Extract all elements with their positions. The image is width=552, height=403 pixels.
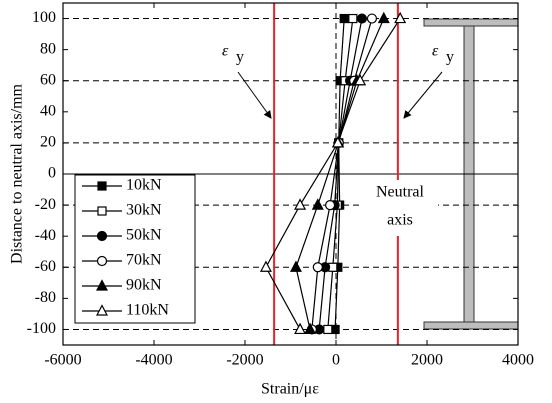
yield-label-subscript: y xyxy=(446,49,454,66)
legend-marker xyxy=(96,255,108,267)
legend-label: 50kN xyxy=(126,227,162,244)
marker xyxy=(366,13,378,24)
yield-label-symbol: ε xyxy=(222,43,229,60)
legend-label: 70kN xyxy=(126,252,162,269)
annotation: axis xyxy=(387,212,413,229)
series-line xyxy=(295,18,385,330)
legend-marker xyxy=(97,181,107,191)
marker xyxy=(311,198,324,210)
y-tick-label: 20 xyxy=(40,134,56,151)
series-line xyxy=(327,18,354,330)
arrow xyxy=(237,71,272,119)
marker xyxy=(354,73,367,86)
y-tick-label: -60 xyxy=(35,258,56,275)
y-tick-label: 80 xyxy=(40,40,56,57)
legend: 10kN 30kN 50kN 70kN 90kN 110kN xyxy=(74,174,196,324)
marker xyxy=(289,260,302,272)
marker xyxy=(324,199,336,211)
x-axis-label: Strain/με xyxy=(261,381,319,398)
marker xyxy=(259,260,272,272)
marker xyxy=(294,322,307,335)
annotation-bg xyxy=(362,180,438,236)
y-tick-label: -100 xyxy=(27,320,56,337)
series-line xyxy=(265,18,401,330)
y-tick-label: -40 xyxy=(35,227,56,244)
yield-label-symbol: ε xyxy=(432,43,439,60)
arrow xyxy=(403,71,443,119)
x-tick-label: -4000 xyxy=(135,352,172,369)
legend-marker xyxy=(97,206,107,216)
y-tick-label: 100 xyxy=(32,9,56,26)
series-line xyxy=(311,18,373,330)
x-tick-label: 0 xyxy=(332,352,340,369)
legend-marker xyxy=(96,279,108,291)
marker xyxy=(323,324,333,335)
plot-area xyxy=(63,3,518,345)
legend-label: 90kN xyxy=(126,277,162,294)
marker xyxy=(294,198,307,210)
legend-marker xyxy=(96,304,108,316)
marker xyxy=(339,13,349,24)
x-tick-label: 2000 xyxy=(411,352,443,369)
y-tick-label: -80 xyxy=(35,289,56,306)
y-tick-label: 0 xyxy=(48,165,56,182)
marker xyxy=(312,262,323,273)
series-line xyxy=(334,18,345,330)
legend-label: 10kN xyxy=(126,177,162,194)
y-tick-label: 60 xyxy=(40,71,56,88)
marker xyxy=(304,322,317,335)
yield-label-subscript: y xyxy=(236,49,244,66)
y-axis-label: Distance to neutral axis/mm xyxy=(9,83,26,264)
y-tick-label: 40 xyxy=(40,102,56,119)
marker xyxy=(377,11,390,24)
legend-label: 30kN xyxy=(126,202,162,219)
legend-marker xyxy=(96,230,108,242)
y-tick-label: -20 xyxy=(35,196,56,213)
legend-box xyxy=(74,174,196,324)
marker xyxy=(348,13,358,24)
legend-label: 110kN xyxy=(126,302,169,319)
marker xyxy=(331,136,344,148)
x-tick-label: 4000 xyxy=(502,352,534,369)
x-tick-label: -2000 xyxy=(226,352,263,369)
annotation: Neutral xyxy=(376,184,425,201)
marker xyxy=(394,11,407,24)
marker xyxy=(356,13,368,24)
x-tick-label: -6000 xyxy=(44,352,81,369)
series-line xyxy=(318,18,363,330)
